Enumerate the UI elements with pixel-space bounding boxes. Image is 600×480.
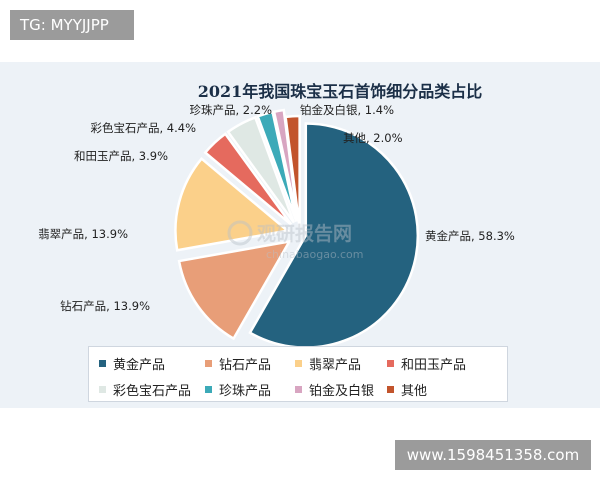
slice-label-4: 和田玉产品, 3.9% <box>74 149 168 163</box>
legend-swatch <box>99 359 106 367</box>
legend-item-3: 翡翠产品 <box>295 350 387 376</box>
legend-item-2: 钻石产品 <box>205 350 295 376</box>
legend-swatch <box>205 385 212 393</box>
slice-label-7: 铂金及白银, 1.4% <box>300 103 394 117</box>
pie-slice-2 <box>177 239 292 341</box>
legend-swatch <box>99 385 106 393</box>
watermark: 观研报告网 chinabaogao.com <box>227 220 364 261</box>
legend-label: 铂金及白银 <box>309 383 375 399</box>
ad-badge: www.1598451358.com <box>395 440 591 470</box>
legend-label: 珍珠产品 <box>219 383 272 399</box>
legend-label: 钻石产品 <box>219 357 272 373</box>
watermark-logo-icon <box>227 220 253 246</box>
legend-item-7: 铂金及白银 <box>295 376 387 402</box>
pie-slice-3 <box>174 156 291 252</box>
slice-label-6: 珍珠产品, 2.2% <box>189 103 272 117</box>
legend-item-6: 珍珠产品 <box>205 376 295 402</box>
slice-label-3: 翡翠产品, 13.9% <box>38 227 128 241</box>
legend-swatch <box>387 359 394 367</box>
pie-slice-4 <box>203 132 293 226</box>
legend-label: 彩色宝石产品 <box>113 383 192 399</box>
pie-slice-6 <box>256 110 298 222</box>
chart-title: 2021年我国珠宝玉石首饰细分品类占比 <box>197 82 483 101</box>
legend-swatch <box>295 385 302 393</box>
legend-label: 其他 <box>401 383 428 399</box>
legend-label: 翡翠产品 <box>309 357 362 373</box>
watermark-brand: 观研报告网 <box>257 222 352 245</box>
pie-slice-7 <box>272 108 300 222</box>
legend-item-5: 彩色宝石产品 <box>99 376 205 402</box>
legend-swatch <box>295 359 302 367</box>
legend-item-8: 其他 <box>387 376 497 402</box>
slice-label-5: 彩色宝石产品, 4.4% <box>90 121 196 135</box>
pie-slice-8 <box>284 114 301 229</box>
pie-chart: 观研报告网 chinabaogao.com 黄金产品, 58.3% 钻石产品, 1… <box>38 103 515 349</box>
legend-swatch <box>205 359 212 367</box>
chart-card: 观研报告网 chinabaogao.com 黄金产品, 58.3% 钻石产品, 1… <box>0 62 600 408</box>
legend-label: 和田玉产品 <box>401 357 467 373</box>
legend-item-1: 黄金产品 <box>99 350 205 376</box>
slice-label-2: 钻石产品, 13.9% <box>60 299 150 313</box>
legend-item-4: 和田玉产品 <box>387 350 497 376</box>
legend-label: 黄金产品 <box>113 357 166 373</box>
slice-label-1: 黄金产品, 58.3% <box>425 229 515 243</box>
chart-legend: 黄金产品 钻石产品 翡翠产品 和田玉产品彩色宝石产品 珍珠产品 铂金及白银 其他 <box>88 346 508 402</box>
watermark-url: chinabaogao.com <box>266 248 364 261</box>
slice-label-8: 其他, 2.0% <box>343 131 403 145</box>
legend-swatch <box>387 385 394 393</box>
tg-badge: TG: MYYJJPP <box>10 10 134 40</box>
pie-slice-5 <box>226 115 296 224</box>
